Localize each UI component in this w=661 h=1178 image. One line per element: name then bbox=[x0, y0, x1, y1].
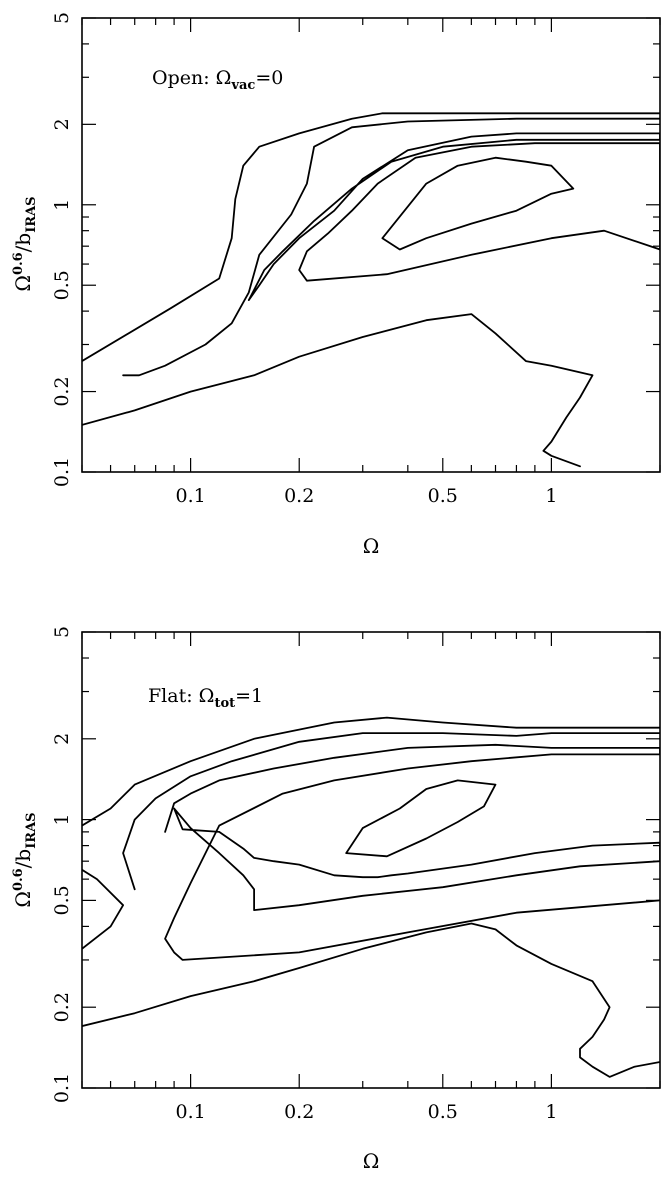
x-axis-label: Ω bbox=[363, 1149, 380, 1173]
contour-line bbox=[247, 132, 660, 301]
panel-annotation: Flat: Ωtot=1 bbox=[148, 685, 263, 711]
contour-line bbox=[164, 743, 660, 961]
y-tick-label: 1 bbox=[51, 814, 73, 826]
y-tick-label: 1 bbox=[51, 199, 73, 211]
panel-annotation: Open: Ωvac=0 bbox=[152, 67, 283, 93]
flat-panel: 0.1 0.2 0.5 1 0.1 0.2 0.5 1 2 5 Flat: Ωtot=1 Ω Ω… bbox=[11, 626, 661, 1173]
contour-line bbox=[381, 156, 575, 251]
open-panel: 0.1 0.2 0.5 1 0.1 0.2 0.5 1 2 5 Open: Ωvac=0 Ω Ω… bbox=[11, 12, 661, 558]
contour-line bbox=[345, 779, 497, 858]
tick-marks bbox=[81, 17, 661, 473]
y-tick-label: 0.5 bbox=[51, 885, 73, 915]
x-tick-label: 0.1 bbox=[175, 1101, 205, 1123]
x-tick-label: 1 bbox=[545, 1101, 557, 1123]
x-tick-label: 0.2 bbox=[284, 485, 314, 507]
y-axis-label: Ω0.6/bIRAS bbox=[11, 812, 39, 907]
y-tick-label: 0.2 bbox=[51, 992, 73, 1022]
x-tick-label: 1 bbox=[545, 485, 557, 507]
x-tick-label: 0.2 bbox=[284, 1101, 314, 1123]
x-tick-label: 0.1 bbox=[175, 485, 205, 507]
contour-line bbox=[298, 142, 660, 282]
x-tick-label: 0.5 bbox=[428, 485, 458, 507]
x-tick-labels: 0.1 0.2 0.5 1 bbox=[175, 485, 557, 507]
y-tick-label: 5 bbox=[51, 12, 73, 24]
contour-line bbox=[122, 117, 660, 377]
contour-line bbox=[122, 732, 660, 891]
contour-line bbox=[82, 922, 660, 1078]
y-tick-label: 2 bbox=[51, 733, 73, 745]
y-tick-label: 0.1 bbox=[51, 457, 73, 487]
x-tick-label: 0.5 bbox=[428, 1101, 458, 1123]
y-tick-labels: 0.1 0.2 0.5 1 2 5 bbox=[51, 12, 73, 487]
y-tick-label: 2 bbox=[51, 118, 73, 130]
x-axis-label: Ω bbox=[363, 534, 380, 558]
y-tick-label: 5 bbox=[51, 626, 73, 638]
y-tick-label: 0.1 bbox=[51, 1073, 73, 1103]
x-tick-labels: 0.1 0.2 0.5 1 bbox=[175, 1101, 557, 1123]
y-tick-label: 0.2 bbox=[51, 376, 73, 406]
contour-line bbox=[173, 807, 660, 911]
contour-line bbox=[82, 868, 124, 950]
contour-line bbox=[82, 313, 594, 468]
y-tick-label: 0.5 bbox=[51, 270, 73, 300]
contour-line bbox=[82, 716, 660, 827]
tick-marks bbox=[81, 631, 661, 1089]
y-tick-labels: 0.1 0.2 0.5 1 2 5 bbox=[51, 626, 73, 1103]
contour-line bbox=[82, 112, 660, 362]
contour-lines bbox=[82, 716, 660, 1078]
contour-lines bbox=[82, 112, 660, 468]
y-axis-label: Ω0.6/bIRAS bbox=[11, 196, 39, 291]
